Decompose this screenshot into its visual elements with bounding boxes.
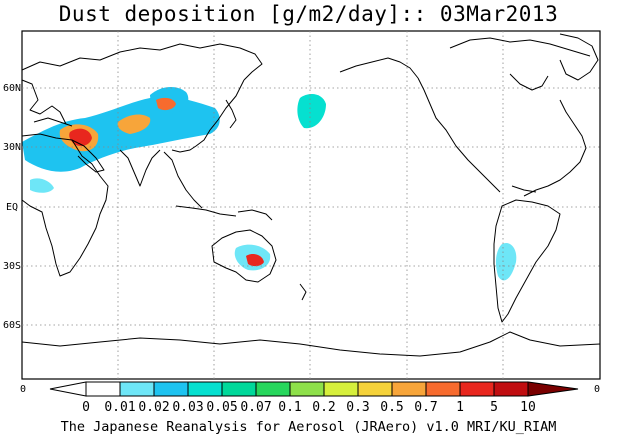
lat-label-60n: 60N bbox=[3, 83, 21, 94]
lat-label-eq: EQ bbox=[6, 202, 18, 213]
colorbar-label-12: 5 bbox=[490, 400, 498, 415]
colorbar-label-11: 1 bbox=[456, 400, 464, 415]
dust-plumes bbox=[22, 86, 517, 281]
coast-caribbean bbox=[511, 185, 537, 193]
lat-label-60s: 60S bbox=[3, 320, 21, 331]
colorbar-label-1: 0.01 bbox=[104, 400, 135, 415]
lat-label-30n: 30N bbox=[3, 142, 21, 153]
colorbar-bin-5 bbox=[255, 381, 291, 397]
colorbar-label-0: 0 bbox=[82, 400, 90, 415]
colorbar-bin-3 bbox=[187, 381, 223, 397]
colorbar-label-3: 0.03 bbox=[172, 400, 203, 415]
coast-new-guinea bbox=[237, 209, 273, 221]
colorbar-bin-9 bbox=[391, 381, 427, 397]
colorbar-label-2: 0.02 bbox=[138, 400, 169, 415]
coast-alaska bbox=[339, 57, 419, 79]
coast-greenland bbox=[559, 33, 599, 81]
plume-north-africa-middle-east bbox=[22, 96, 220, 172]
colorbar-label-5: 0.07 bbox=[240, 400, 271, 415]
coast-south-america bbox=[493, 199, 561, 323]
colorbar-label-8: 0.3 bbox=[346, 400, 369, 415]
coast-japan bbox=[225, 99, 237, 129]
colorbar-bin-6 bbox=[289, 381, 325, 397]
credit-line: The Japanese Reanalysis for Aerosol (JRA… bbox=[60, 419, 557, 435]
colorbar-bin-8 bbox=[357, 381, 393, 397]
colorbar-end-left: 0 bbox=[20, 384, 26, 395]
colorbar-under-arrow bbox=[49, 381, 87, 397]
colorbar-label-13: 10 bbox=[520, 400, 536, 415]
coast-southeast-asia bbox=[163, 151, 203, 209]
colorbar-bin-0 bbox=[85, 381, 121, 397]
lat-label-30s: 30S bbox=[3, 261, 21, 272]
coast-india bbox=[119, 149, 161, 187]
colorbar-bin-1 bbox=[119, 381, 155, 397]
coast-australia bbox=[211, 229, 277, 283]
coast-north-america-west bbox=[417, 77, 501, 193]
graticule bbox=[22, 31, 600, 379]
colorbar-bin-7 bbox=[323, 381, 359, 397]
coast-europe bbox=[21, 79, 67, 125]
plume-pacific bbox=[297, 94, 326, 129]
colorbar-label-4: 0.05 bbox=[206, 400, 237, 415]
colorbar-label-9: 0.5 bbox=[380, 400, 403, 415]
plume-australia-core bbox=[246, 254, 264, 267]
colorbar-label-6: 0.1 bbox=[278, 400, 301, 415]
colorbar-over-arrow bbox=[527, 381, 579, 397]
map-frame bbox=[21, 30, 601, 380]
coast-indonesia bbox=[175, 205, 237, 217]
coastlines bbox=[21, 33, 601, 357]
colorbar-end-right: 0 bbox=[594, 384, 600, 395]
map-title: Dust deposition [g/m2/day]:: 03Mar2013 bbox=[58, 2, 559, 26]
colorbar-bin-2 bbox=[153, 381, 189, 397]
coast-new-zealand bbox=[299, 283, 307, 301]
plume-mongolia-core bbox=[156, 97, 176, 111]
colorbar-label-7: 0.2 bbox=[312, 400, 335, 415]
coast-north-america-east bbox=[523, 99, 587, 197]
colorbar-bin-4 bbox=[221, 381, 257, 397]
coast-mediterranean bbox=[33, 117, 73, 127]
coast-hudson bbox=[509, 73, 549, 91]
coast-arabia bbox=[71, 139, 105, 173]
coast-eurasia-north bbox=[21, 43, 263, 81]
colorbar: 0 0.01 0.02 0.03 0.05 0.07 0.1 0.2 0.3 0… bbox=[20, 381, 600, 415]
colorbar-bin-11 bbox=[459, 381, 495, 397]
colorbar-bin-10 bbox=[425, 381, 461, 397]
plume-central-asia bbox=[117, 114, 151, 134]
plume-south-america bbox=[495, 242, 517, 281]
colorbar-bin-12 bbox=[493, 381, 529, 397]
coast-east-asia bbox=[171, 79, 245, 153]
coast-africa bbox=[21, 133, 109, 277]
plume-west-africa bbox=[30, 178, 54, 193]
coast-antarctica bbox=[21, 331, 601, 357]
coast-canada-arctic bbox=[449, 37, 591, 57]
colorbar-label-10: 0.7 bbox=[414, 400, 437, 415]
